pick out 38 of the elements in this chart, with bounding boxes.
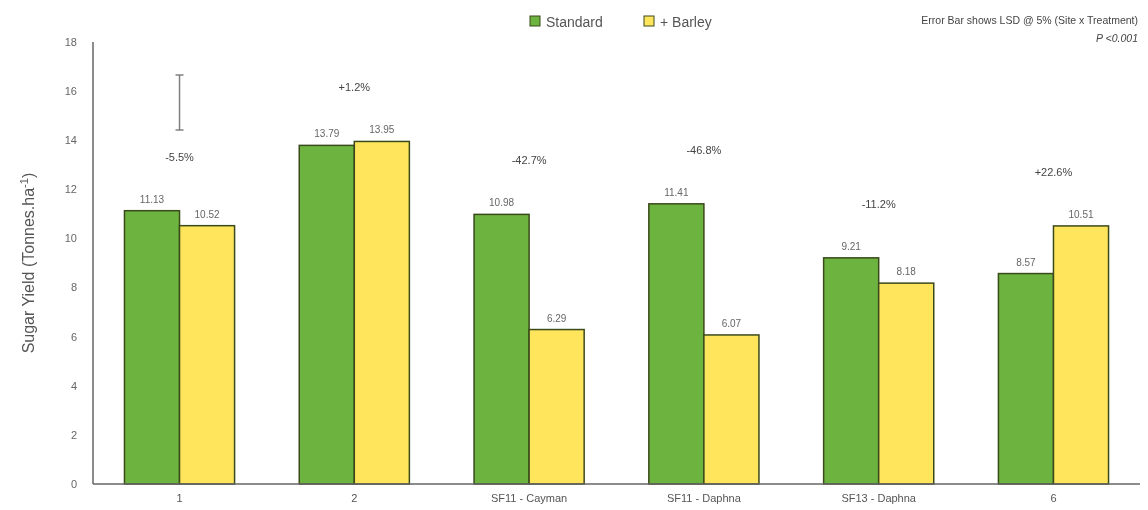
y-tick-label: 6 [70, 330, 77, 343]
y-tick-label: 10 [64, 232, 77, 245]
data-label: 6.07 [721, 317, 742, 329]
data-label: 10.98 [489, 197, 515, 209]
data-label: 11.41 [664, 186, 689, 198]
y-tick-label: 16 [64, 84, 77, 97]
data-label: 13.95 [369, 124, 395, 136]
annotation: -42.7% [511, 154, 547, 167]
y-tick-label: 14 [64, 134, 77, 147]
legend-label: + Barley [660, 13, 712, 30]
data-label: 11.13 [139, 193, 165, 205]
y-tick-label: 2 [70, 428, 77, 441]
y-tick-label: 8 [70, 281, 77, 294]
y-tick-label: 0 [70, 477, 77, 490]
data-label: 8.18 [896, 266, 917, 278]
y-tick-label: 4 [70, 379, 77, 392]
x-tick-label: SF13 - Daphna [841, 492, 917, 504]
x-tick-label: 1 [176, 492, 183, 504]
y-tick-label: 12 [64, 183, 77, 196]
annotation: P <0.001 [1096, 32, 1138, 44]
data-label: 9.21 [841, 240, 862, 252]
data-label: 6.29 [546, 312, 567, 324]
x-tick-label: 2 [351, 492, 358, 504]
legend-label: Standard [546, 13, 603, 30]
data-label: 8.57 [1016, 256, 1037, 268]
text: Error Bar shows LSD @ 5% (Site x Treatment) [921, 14, 1138, 26]
annotation: -5.5% [165, 150, 195, 163]
annotation: +22.6% [1034, 165, 1073, 178]
x-tick-label: SF11 - Daphna [667, 492, 742, 504]
data-label: 10.51 [1068, 208, 1094, 220]
x-tick-label: SF11 - Cayman [490, 492, 568, 504]
annotation: -46.8% [686, 143, 722, 156]
y-tick-label: 18 [64, 35, 77, 48]
annotation: +1.2% [338, 81, 371, 94]
annotation: -11.2% [861, 197, 896, 210]
x-tick-label: 6 [1050, 492, 1057, 504]
data-label: 13.79 [314, 128, 340, 140]
data-label: 10.52 [194, 208, 220, 220]
